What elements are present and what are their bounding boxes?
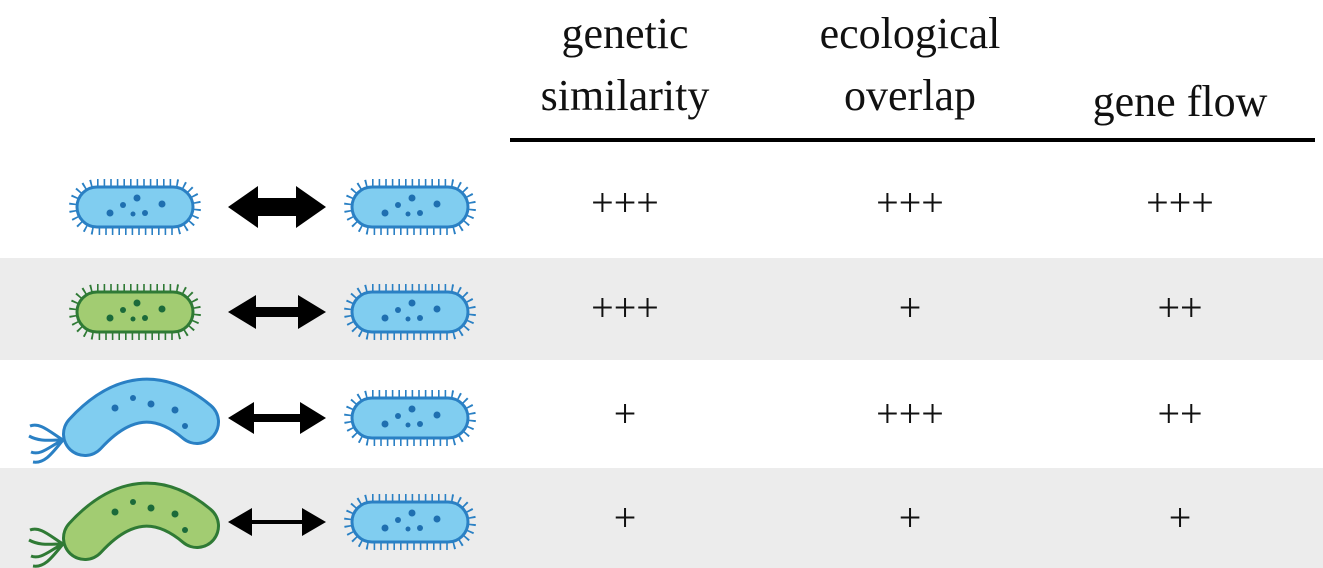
column-header: overlap <box>844 71 976 120</box>
bacterium <box>350 290 470 334</box>
bacterium <box>350 396 470 440</box>
column-header: similarity <box>541 71 710 120</box>
bacterium <box>350 185 470 229</box>
cell: + <box>614 391 637 436</box>
cell: +++ <box>591 180 659 225</box>
cell: + <box>899 285 922 330</box>
cell: +++ <box>876 180 944 225</box>
cell: + <box>899 495 922 540</box>
cell: ++ <box>1157 391 1202 436</box>
bacterium <box>75 290 195 334</box>
cell: ++ <box>1157 285 1202 330</box>
column-header: gene flow <box>1093 77 1268 126</box>
row-band <box>0 258 1323 360</box>
page: genetic similarity ecological overlap ge… <box>0 0 1323 568</box>
cell: +++ <box>591 285 659 330</box>
arrow <box>228 402 326 434</box>
figure: genetic similarity ecological overlap ge… <box>0 0 1323 568</box>
arrow <box>228 186 326 228</box>
bacterium <box>350 500 470 544</box>
cell: + <box>614 495 637 540</box>
column-header: genetic <box>561 9 688 58</box>
cell: +++ <box>1146 180 1214 225</box>
cell: +++ <box>876 391 944 436</box>
bacterium <box>29 395 197 462</box>
bacterium <box>75 185 195 229</box>
cell: + <box>1169 495 1192 540</box>
column-header: ecological <box>820 9 1001 58</box>
